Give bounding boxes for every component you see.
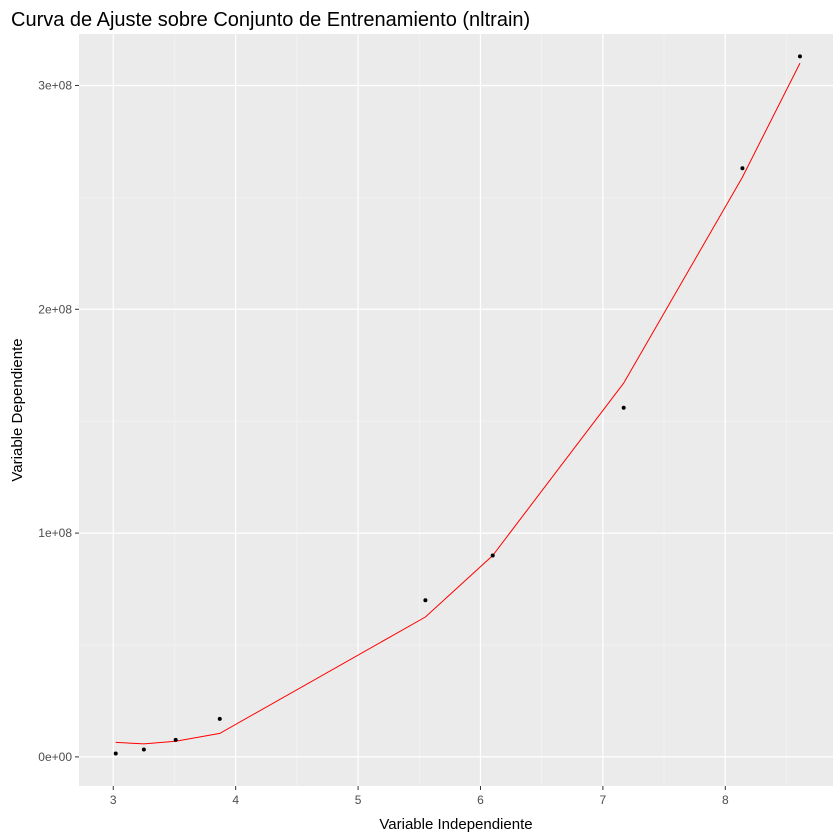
x-tick-label: 8 bbox=[722, 793, 729, 807]
data-points bbox=[113, 54, 802, 756]
fitted-curve bbox=[115, 62, 801, 745]
fit-line bbox=[115, 62, 801, 745]
x-tick-label: 4 bbox=[232, 793, 239, 807]
x-axis-label: Variable Independiente bbox=[379, 816, 532, 833]
data-point bbox=[740, 166, 745, 171]
x-axis: 3 4 5 6 7 8 bbox=[110, 786, 729, 807]
y-tick-label: 3e+08 bbox=[38, 78, 72, 92]
x-tick-label: 6 bbox=[477, 793, 484, 807]
data-point bbox=[173, 737, 178, 742]
y-axis: 0e+00 1e+08 2e+08 3e+08 bbox=[38, 78, 79, 764]
data-point bbox=[217, 716, 222, 721]
plot-panel bbox=[79, 34, 833, 786]
y-tick-label: 1e+08 bbox=[38, 526, 72, 540]
x-tick-label: 5 bbox=[355, 793, 362, 807]
y-tick-label: 0e+00 bbox=[38, 750, 72, 764]
data-point bbox=[113, 751, 118, 756]
minor-gridlines bbox=[79, 34, 833, 786]
y-tick-label: 2e+08 bbox=[38, 302, 72, 316]
data-point bbox=[797, 54, 802, 59]
x-tick-label: 3 bbox=[110, 793, 117, 807]
y-axis-label: Variable Dependiente bbox=[9, 338, 26, 481]
chart-title: Curva de Ajuste sobre Conjunto de Entren… bbox=[11, 9, 530, 31]
data-point bbox=[423, 598, 428, 603]
x-tick-label: 7 bbox=[600, 793, 607, 807]
data-point bbox=[490, 553, 495, 558]
data-point bbox=[141, 747, 146, 752]
data-point bbox=[621, 405, 626, 410]
